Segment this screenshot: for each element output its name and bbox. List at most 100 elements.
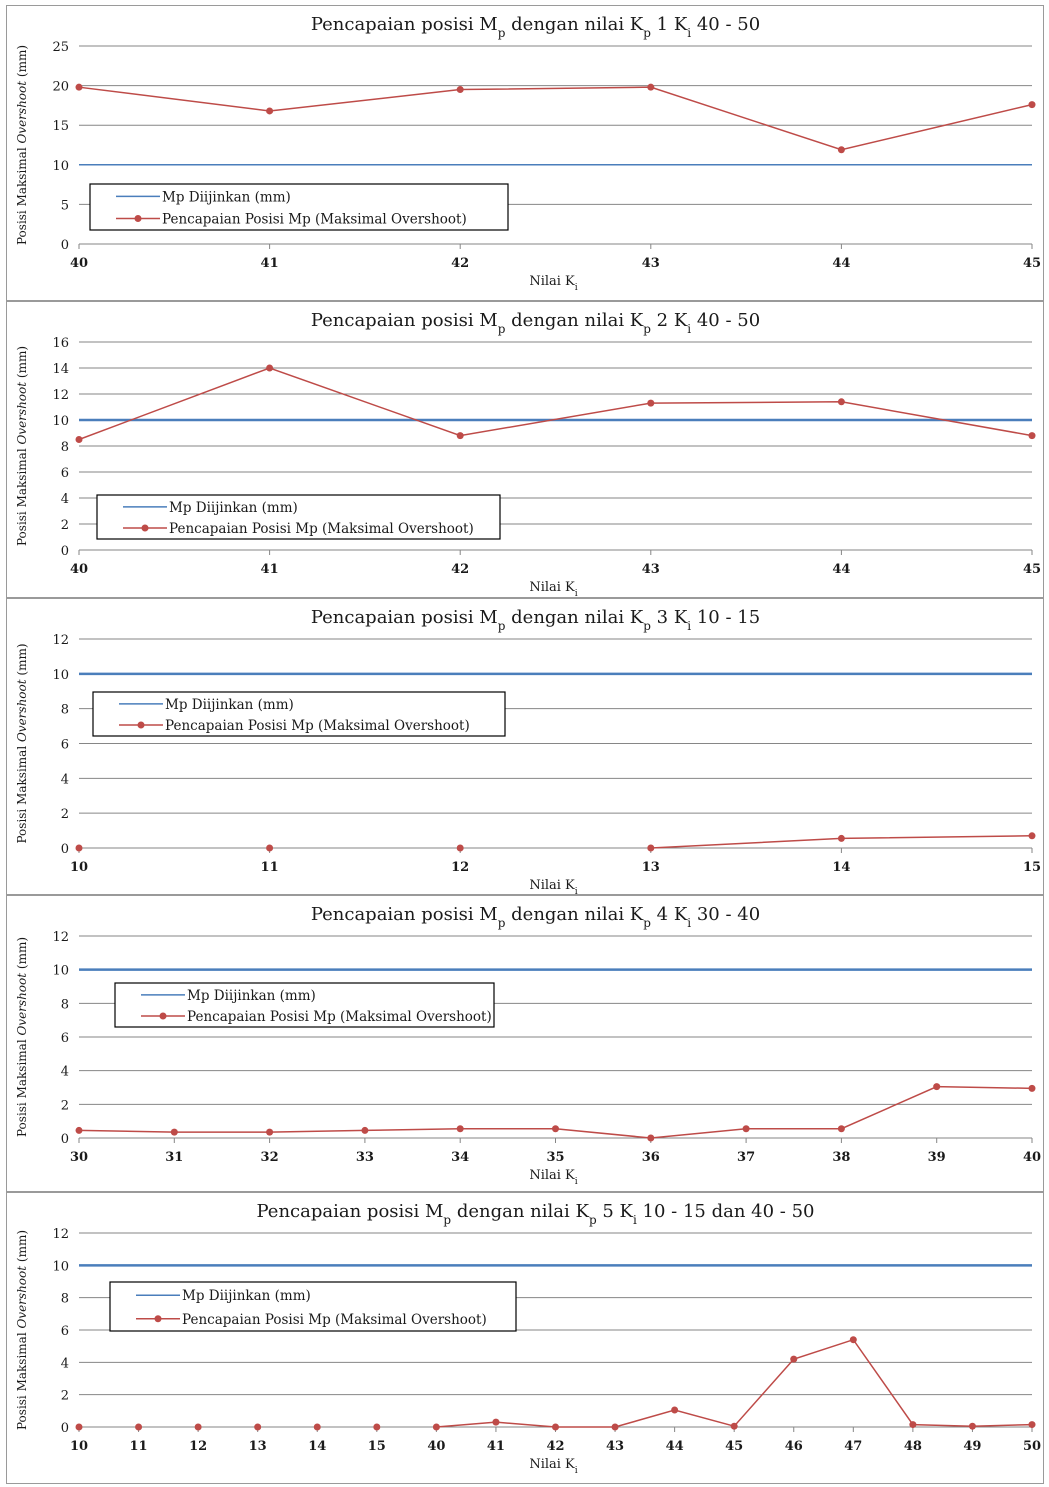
x-axis-label: Nilai Ki <box>529 878 577 894</box>
data-point <box>837 398 845 406</box>
y-tick-label: 0 <box>61 544 69 559</box>
data-point <box>432 1423 440 1431</box>
x-tick-label: 42 <box>546 1439 564 1454</box>
legend: Mp Diijinkan (mm) Pencapaian Posisi Mp (M… <box>109 1281 517 1332</box>
y-tick-label: 6 <box>61 1031 69 1046</box>
y-tick-label: 8 <box>61 703 69 718</box>
x-tick-label: 33 <box>356 1150 374 1165</box>
legend-marker-achieved <box>159 1012 167 1020</box>
x-tick-label: 42 <box>451 562 469 577</box>
chart-title: Pencapaian posisi Mp dengan nilai Kp 1 K… <box>311 14 760 40</box>
x-tick-label: 45 <box>1023 562 1041 577</box>
chart-panel-5: Pencapaian posisi Mp dengan nilai Kp 5 K… <box>6 1192 1044 1484</box>
data-point <box>456 1125 464 1133</box>
data-point <box>194 1423 202 1431</box>
series-line-achieved <box>78 367 1033 441</box>
data-point <box>456 86 464 94</box>
legend-box <box>96 494 501 540</box>
data-point <box>170 1128 178 1136</box>
legend: Mp Diijinkan (mm) Pencapaian Posisi Mp (M… <box>96 494 501 540</box>
y-tick-label: 0 <box>61 1132 69 1147</box>
x-tick-label: 47 <box>844 1439 862 1454</box>
y-tick-label: 5 <box>61 198 69 213</box>
legend-box <box>89 183 509 231</box>
x-tick-label: 45 <box>725 1439 743 1454</box>
legend: Mp Diijinkan (mm) Pencapaian Posisi Mp (M… <box>92 691 506 737</box>
y-tick-label: 4 <box>61 1065 69 1080</box>
y-tick-label: 0 <box>61 238 69 253</box>
x-tick-label: 35 <box>546 1150 564 1165</box>
x-tick-label: 40 <box>1023 1150 1041 1165</box>
y-axis-label: Posisi Maksimal Overshoot (mm) <box>15 1230 29 1430</box>
data-point <box>647 83 655 91</box>
x-tick-label: 41 <box>261 562 279 577</box>
y-tick-label: 4 <box>61 492 69 507</box>
data-point <box>933 1083 941 1091</box>
data-point <box>75 83 83 91</box>
legend-marker-achieved <box>137 721 145 729</box>
x-tick-label: 12 <box>189 1439 207 1454</box>
x-tick-label: 40 <box>70 256 88 271</box>
legend: Mp Diijinkan (mm) Pencapaian Posisi Mp (M… <box>89 183 509 231</box>
data-point <box>837 1125 845 1133</box>
data-point <box>75 1126 83 1134</box>
y-tick-label: 8 <box>61 1292 69 1307</box>
x-tick-label: 44 <box>666 1439 684 1454</box>
y-tick-label: 0 <box>61 1421 69 1436</box>
data-point <box>254 1423 262 1431</box>
data-point <box>492 1418 500 1426</box>
x-tick-label: 13 <box>249 1439 267 1454</box>
data-point <box>837 834 845 842</box>
x-tick-label: 40 <box>427 1439 445 1454</box>
y-tick-label: 10 <box>52 1259 69 1274</box>
y-tick-label: 16 <box>52 336 69 351</box>
y-tick-label: 2 <box>61 518 69 533</box>
legend-label-achieved: Pencapaian Posisi Mp (Maksimal Overshoot… <box>165 718 470 734</box>
data-point <box>75 1423 83 1431</box>
legend-label-achieved: Pencapaian Posisi Mp (Maksimal Overshoot… <box>187 1009 492 1025</box>
data-point <box>266 107 274 115</box>
x-tick-label: 39 <box>928 1150 946 1165</box>
x-tick-label: 15 <box>368 1439 386 1454</box>
chart-svg-2: Pencapaian posisi Mp dengan nilai Kp 2 K… <box>15 310 1041 599</box>
y-tick-label: 6 <box>61 738 69 753</box>
legend-marker-achieved <box>154 1315 162 1323</box>
y-tick-label: 10 <box>52 414 69 429</box>
y-tick-label: 10 <box>52 964 69 979</box>
x-tick-label: 34 <box>451 1150 469 1165</box>
chart-title: Pencapaian posisi Mp dengan nilai Kp 2 K… <box>311 310 760 336</box>
legend-label-allowed: Mp Diijinkan (mm) <box>162 189 291 205</box>
y-tick-label: 12 <box>52 930 69 945</box>
data-point <box>1028 1084 1036 1092</box>
x-tick-label: 46 <box>785 1439 803 1454</box>
series-line-achieved <box>78 86 1033 151</box>
x-tick-label: 43 <box>606 1439 624 1454</box>
x-tick-label: 10 <box>70 860 88 875</box>
x-tick-label: 14 <box>832 860 850 875</box>
x-tick-label: 31 <box>165 1150 183 1165</box>
y-tick-label: 12 <box>52 388 69 403</box>
legend-label-allowed: Mp Diijinkan (mm) <box>182 1288 311 1304</box>
x-tick-label: 11 <box>130 1439 148 1454</box>
chart-svg-3: Pencapaian posisi Mp dengan nilai Kp 3 K… <box>15 607 1041 897</box>
chart-panel-2: Pencapaian posisi Mp dengan nilai Kp 2 K… <box>6 301 1044 599</box>
chart-title: Pencapaian posisi Mp dengan nilai Kp 3 K… <box>311 607 760 633</box>
x-tick-label: 44 <box>832 562 850 577</box>
data-point <box>647 399 655 407</box>
data-point <box>373 1423 381 1431</box>
x-tick-label: 11 <box>261 860 279 875</box>
chart-svg-5: Pencapaian posisi Mp dengan nilai Kp 5 K… <box>15 1201 1041 1476</box>
x-tick-label: 45 <box>1023 256 1041 271</box>
legend: Mp Diijinkan (mm) Pencapaian Posisi Mp (M… <box>114 982 495 1028</box>
x-tick-label: 49 <box>963 1439 981 1454</box>
data-point <box>909 1421 917 1429</box>
chart-panel-3: Pencapaian posisi Mp dengan nilai Kp 3 K… <box>6 598 1044 897</box>
y-axis-label: Posisi Maksimal Overshoot (mm) <box>15 643 29 843</box>
chart-panel-4: Pencapaian posisi Mp dengan nilai Kp 4 K… <box>6 895 1044 1192</box>
legend-label-allowed: Mp Diijinkan (mm) <box>169 500 298 516</box>
data-point <box>790 1355 798 1363</box>
legend-box <box>114 982 495 1028</box>
x-tick-label: 50 <box>1023 1439 1041 1454</box>
x-axis-label: Nilai Ki <box>529 274 577 293</box>
